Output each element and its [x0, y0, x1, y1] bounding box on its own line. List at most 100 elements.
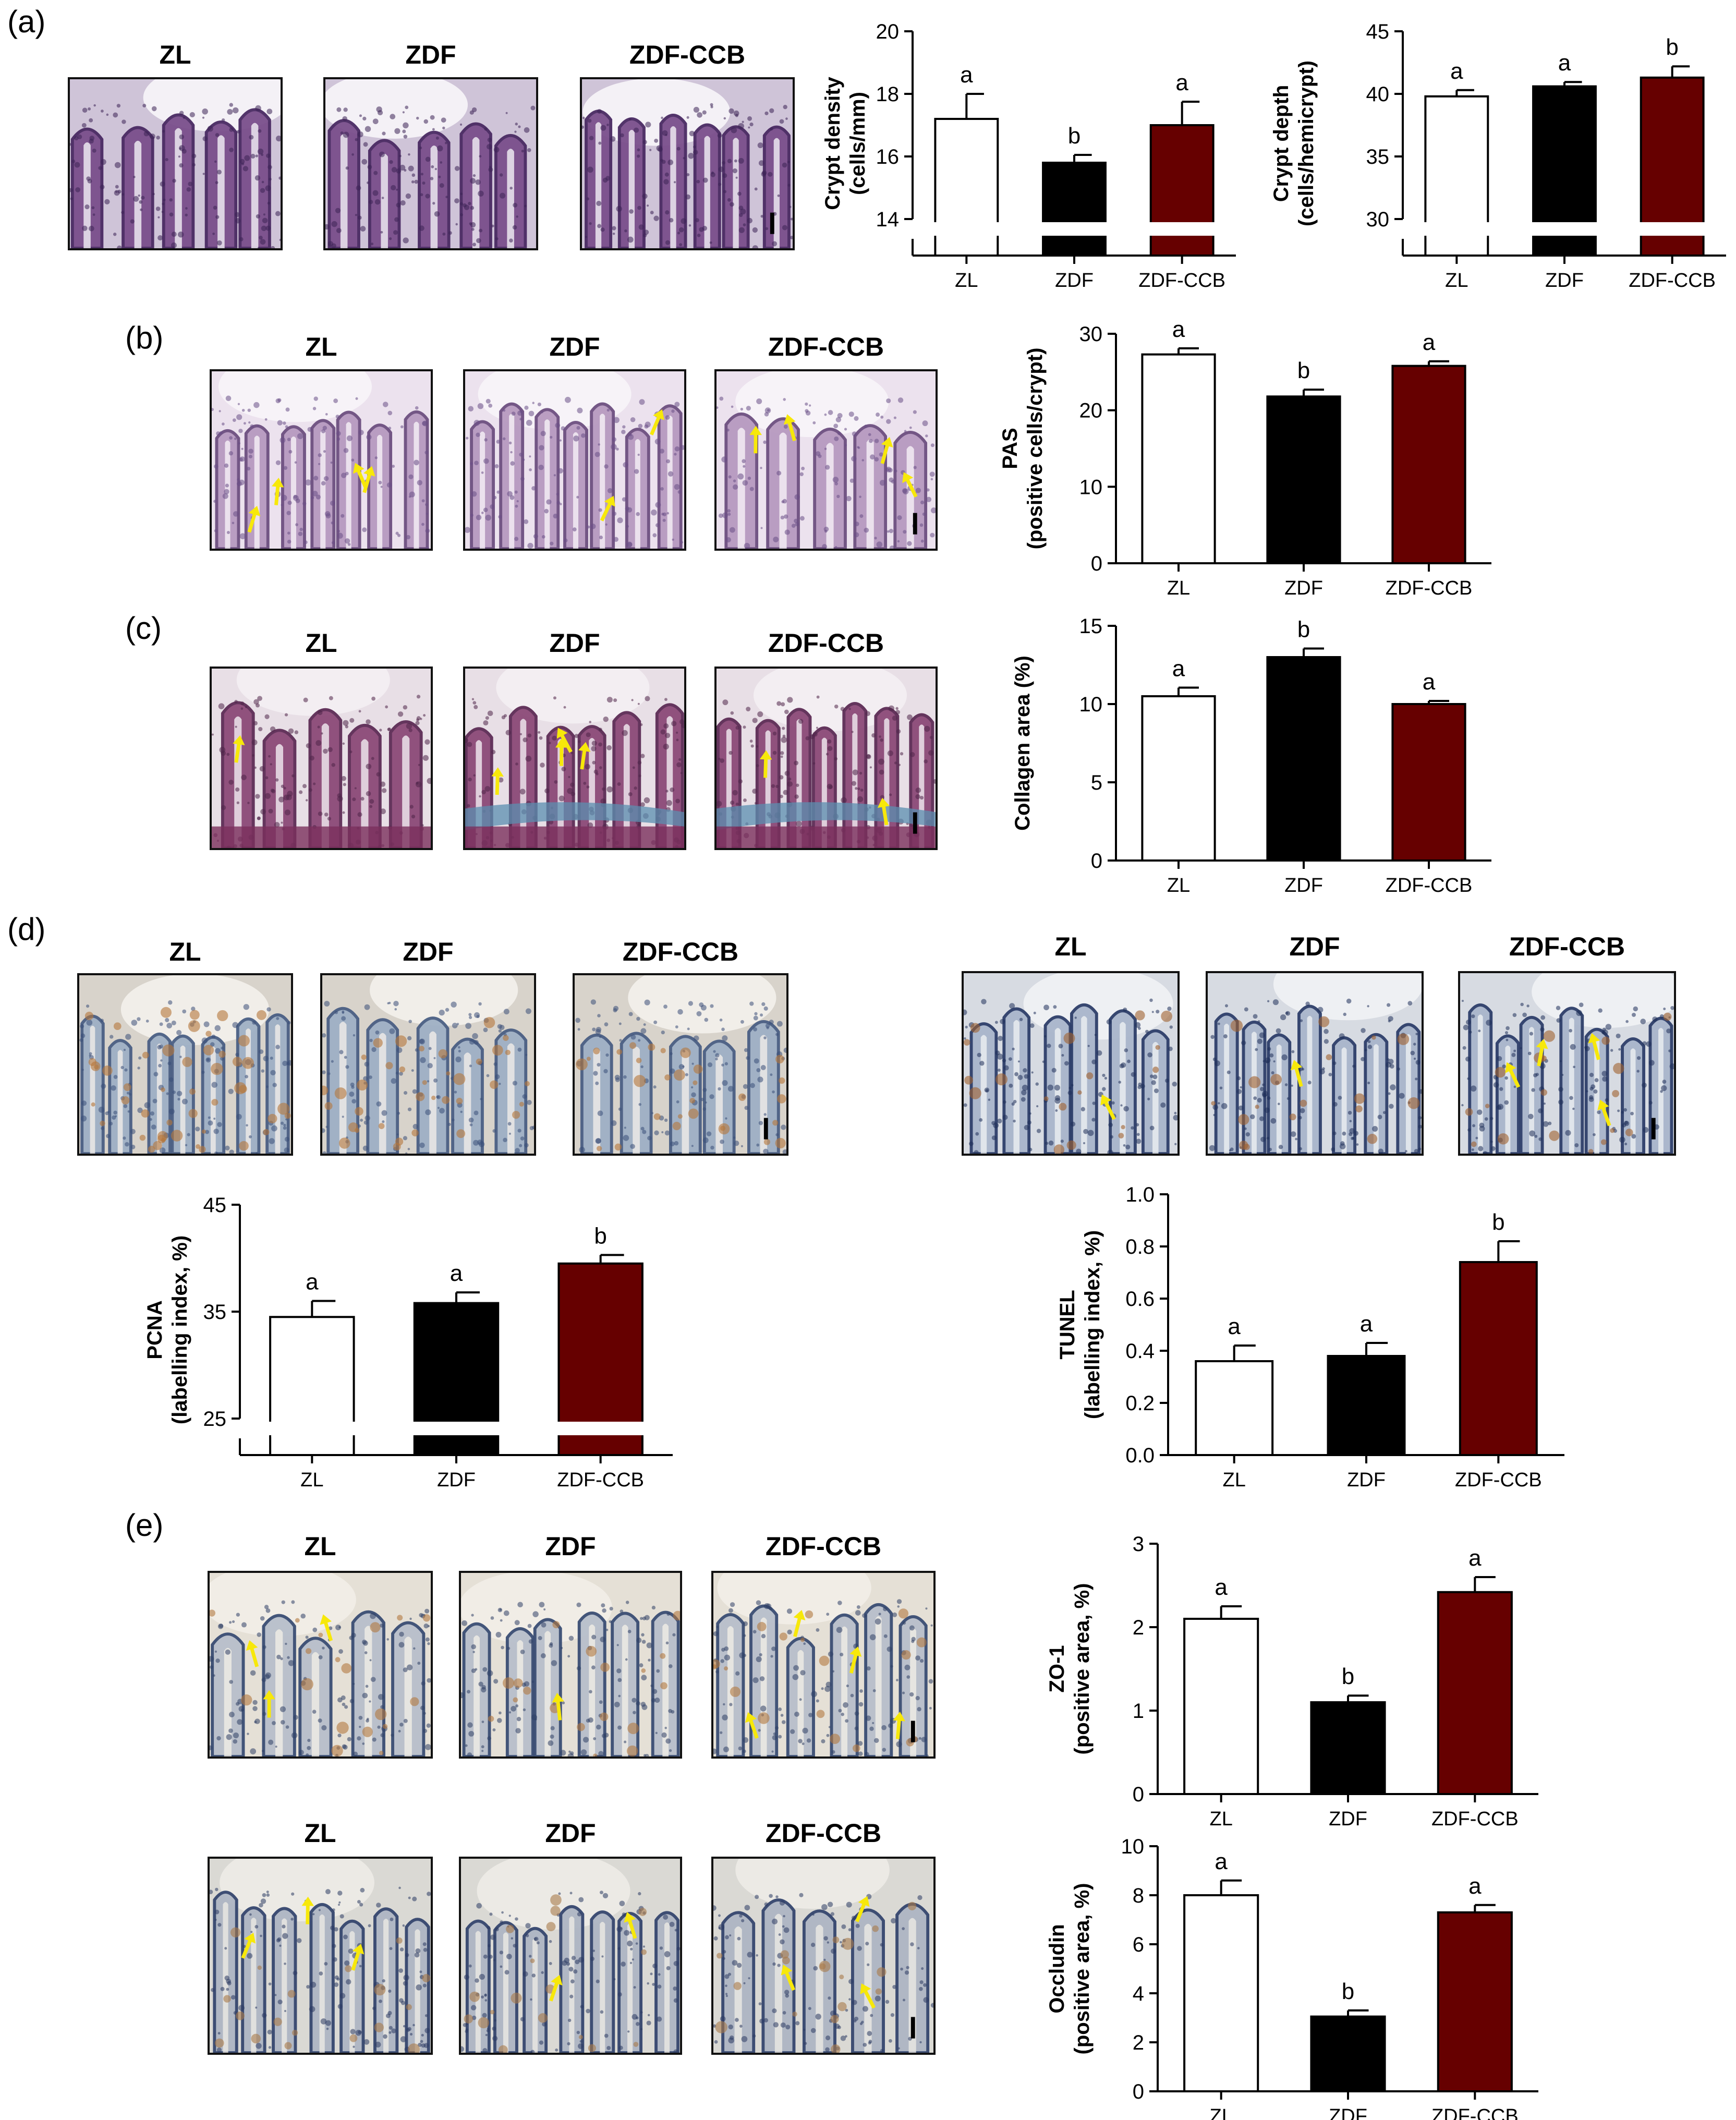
y-tick-label: 0.0: [1125, 1444, 1155, 1467]
significance-letter: a: [1558, 50, 1571, 76]
micrograph-a-zdfccb: [580, 77, 795, 250]
x-tick-label: ZL: [1222, 1469, 1245, 1491]
svg-text:(positive area, %): (positive area, %): [1071, 1883, 1094, 2054]
y-tick-label: 0: [1091, 552, 1102, 575]
scale-bar: [913, 513, 917, 535]
image-title-c-zl: ZL: [305, 628, 337, 658]
x-tick-label: ZDF: [1329, 2105, 1367, 2120]
yellow-arrow-icon: [745, 1712, 759, 1739]
significance-letter: a: [1172, 317, 1185, 342]
micrograph-e-zo1-zdfccb: [711, 1571, 936, 1759]
y-tick-label: 1.0: [1125, 1183, 1155, 1206]
x-tick-label: ZDF-CCB: [1431, 1808, 1519, 1830]
y-axis-label: Crypt depth (cells/hemicrypt): [1270, 60, 1318, 226]
micrograph-c-zl: [210, 667, 433, 850]
bar: [1310, 2015, 1386, 2092]
x-tick-label: ZL: [955, 270, 978, 292]
chart-pcna: 25 35 45 PCNA (labelling index, %) a ZL a ZDF b ZD…: [143, 1194, 673, 1491]
yellow-arrow-icon: [272, 478, 284, 505]
x-tick-label: ZDF-CCB: [1386, 577, 1473, 599]
bar: [1266, 395, 1341, 564]
micrograph-b-zl: [210, 369, 433, 551]
bar: [1327, 1355, 1406, 1456]
yellow-arrow-icon: [556, 728, 573, 753]
yellow-arrow-icon: [650, 409, 664, 435]
axis-break-gap: [1038, 222, 1111, 236]
image-title-d-pcna-zdfccb: ZDF-CCB: [622, 937, 739, 966]
scale-bar: [763, 1118, 768, 1140]
x-tick-label: ZL: [1167, 875, 1190, 897]
chart-occludin: 0 2 4 6 8 10 Occludin (positive area, %) a ZL b ZDF…: [1046, 1835, 1538, 2120]
yellow-arrow-icon: [578, 742, 591, 770]
y-tick-label: 35: [203, 1301, 227, 1324]
image-title-d-tunel-zl: ZL: [1054, 932, 1087, 961]
yellow-arrow-icon: [783, 414, 796, 441]
micrograph-d-tunel-zl: [962, 971, 1180, 1156]
x-tick-label: ZDF: [1284, 875, 1323, 897]
micrograph-a-zl: [68, 77, 283, 250]
significance-letter: a: [960, 62, 973, 88]
bar: [1149, 124, 1215, 257]
micrograph-d-pcna-zl: [77, 973, 293, 1156]
image-title-a-zdfccb: ZDF-CCB: [629, 40, 746, 69]
significance-letter: b: [1342, 1979, 1354, 2004]
image-title-e-occ-zdfccb: ZDF-CCB: [765, 1819, 882, 1848]
yellow-arrow-icon: [600, 495, 615, 522]
scale-bar: [1651, 1118, 1656, 1140]
significance-letter: a: [306, 1269, 319, 1295]
y-tick-label: 45: [1366, 20, 1390, 43]
yellow-arrow-icon: [233, 735, 245, 763]
micrograph-d-tunel-zdfccb: [1458, 971, 1676, 1156]
micrograph-e-occ-zdfccb: [711, 1857, 936, 2055]
x-tick-label: ZDF: [1284, 577, 1323, 599]
significance-letter: a: [1215, 1849, 1228, 1874]
significance-letter: b: [1068, 123, 1081, 149]
yellow-arrow-icon: [301, 1896, 314, 1924]
yellow-arrow-icon: [246, 1640, 259, 1667]
x-tick-label: ZDF: [1055, 270, 1094, 292]
yellow-arrow-icon: [1505, 1062, 1521, 1088]
image-title-e-zo1-zdf: ZDF: [545, 1532, 596, 1561]
y-tick-label: 0.6: [1125, 1288, 1155, 1311]
x-tick-label: ZDF-CCB: [1431, 2105, 1519, 2120]
significance-letter: a: [1228, 1314, 1241, 1339]
axis-break-gap: [553, 1422, 648, 1435]
yellow-arrow-icon: [241, 1932, 256, 1959]
micrograph-b-zdfccb: [714, 369, 938, 551]
svg-text:Occludin: Occludin: [1046, 1924, 1069, 2013]
yellow-arrow-icon: [860, 1983, 876, 2009]
significance-letter: a: [1423, 330, 1436, 355]
x-tick-label: ZL: [1209, 1808, 1232, 1830]
yellow-arrow-icon: [624, 1912, 637, 1939]
significance-letter: a: [450, 1261, 463, 1286]
bar: [1141, 695, 1216, 862]
svg-text:Crypt density: Crypt density: [821, 76, 844, 210]
scale-bar: [770, 212, 774, 234]
yellow-arrow-icon: [855, 1896, 870, 1922]
x-tick-label: ZDF-CCB: [1455, 1469, 1542, 1491]
x-tick-label: ZDF: [1347, 1469, 1386, 1491]
significance-letter: b: [1297, 617, 1310, 643]
image-title-e-zo1-zl: ZL: [304, 1532, 336, 1561]
axis-break-gap: [1145, 222, 1219, 236]
y-axis-label: TUNEL (labelling index, %): [1056, 1230, 1104, 1419]
yellow-arrow-icon: [353, 463, 368, 489]
y-tick-label: 4: [1133, 1982, 1144, 2005]
bar: [1310, 1701, 1386, 1795]
micrograph-c-zdf: [463, 667, 686, 850]
chart-zo1: 0 1 2 3 ZO-1 (positive area, %) a ZL b ZDF a ZDF-CC…: [1046, 1533, 1538, 1830]
yellow-arrow-icon: [877, 797, 890, 826]
panel-label-a: (a): [7, 4, 46, 39]
scale-bar: [911, 1721, 915, 1742]
y-tick-label: 10: [1079, 693, 1103, 716]
micrograph-e-zo1-zl: [208, 1571, 433, 1759]
y-tick-label: 2: [1133, 1616, 1144, 1639]
y-tick-label: 35: [1366, 146, 1390, 168]
yellow-arrow-icon: [247, 505, 261, 533]
y-axis-label: ZO-1 (positive area, %): [1046, 1583, 1094, 1754]
y-tick-label: 10: [1079, 476, 1103, 499]
y-tick-label: 25: [203, 1408, 227, 1431]
y-tick-label: 1: [1133, 1700, 1144, 1723]
x-tick-label: ZL: [1209, 2105, 1232, 2120]
bar: [1042, 162, 1107, 257]
